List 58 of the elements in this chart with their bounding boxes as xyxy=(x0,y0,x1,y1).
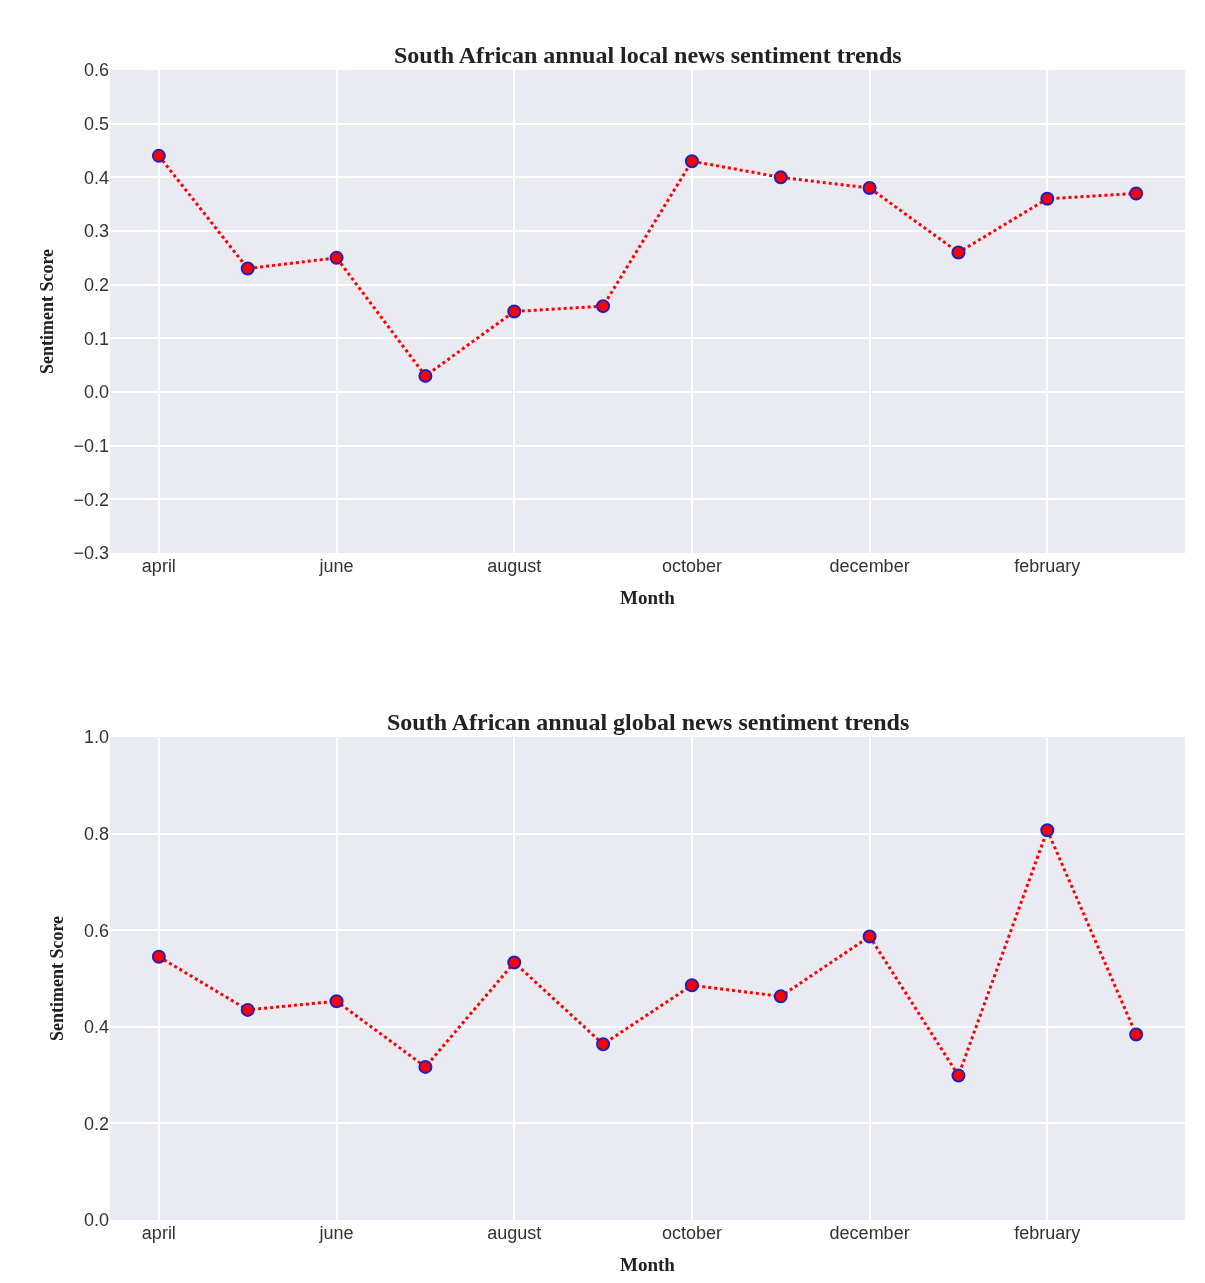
point xyxy=(951,1068,966,1083)
point xyxy=(773,170,788,185)
x-axis-title: Month xyxy=(620,1253,676,1275)
y-tick-label: 1.0 xyxy=(83,727,109,748)
point xyxy=(1129,1027,1144,1042)
y-tick-label: 0.1 xyxy=(83,328,109,349)
point xyxy=(684,154,699,169)
y-axis-title: Sentiment Score xyxy=(47,915,68,1042)
y-tick-label: 0.6 xyxy=(83,920,109,941)
point xyxy=(1040,823,1055,838)
y-tick-label: 0.8 xyxy=(83,823,109,844)
point xyxy=(684,978,699,993)
y-tick-label: 0.4 xyxy=(83,167,109,188)
x-tick-label: april xyxy=(141,556,176,576)
x-axis-title: Month xyxy=(620,586,676,608)
x-tick-label: june xyxy=(318,1223,354,1243)
y-tick-label: 0.6 xyxy=(83,60,109,81)
point xyxy=(862,181,877,196)
y-tick-label: −0.1 xyxy=(73,435,109,456)
point xyxy=(507,955,522,970)
point xyxy=(329,994,344,1009)
y-axis-title: Sentiment Score xyxy=(36,248,57,375)
y-tick-label: 0.2 xyxy=(83,1113,109,1134)
point xyxy=(418,368,433,383)
y-tick-label: 0.3 xyxy=(83,221,109,242)
y-tick-label: −0.3 xyxy=(73,543,109,564)
y-tick-label: −0.2 xyxy=(73,489,109,510)
y-tick-label: 0.0 xyxy=(83,382,109,403)
point xyxy=(418,1059,433,1074)
x-tick-label: february xyxy=(1014,1223,1081,1243)
point xyxy=(507,304,522,319)
y-tick-label: 0.0 xyxy=(83,1210,109,1231)
point xyxy=(151,148,166,163)
point xyxy=(596,299,611,314)
point xyxy=(151,949,166,964)
chart-title: South African annual global news sentiment trends xyxy=(387,709,910,735)
chart-title: South African annual local news sentiment trends xyxy=(394,42,902,68)
x-tick-label: august xyxy=(487,1223,542,1243)
y-tick-label: 0.4 xyxy=(83,1017,109,1038)
x-tick-label: december xyxy=(829,1223,910,1243)
point xyxy=(240,261,255,276)
y-tick-label: 0.5 xyxy=(83,113,109,134)
x-tick-label: october xyxy=(661,1223,722,1243)
x-tick-label: october xyxy=(661,556,722,576)
point xyxy=(773,989,788,1004)
y-tick-label: 0.2 xyxy=(83,274,109,295)
point xyxy=(596,1037,611,1052)
point xyxy=(1040,191,1055,206)
x-tick-label: april xyxy=(141,1223,176,1243)
x-tick-label: june xyxy=(318,556,354,576)
point xyxy=(1129,186,1144,201)
point xyxy=(329,250,344,265)
x-tick-label: december xyxy=(829,556,910,576)
point xyxy=(951,245,966,260)
point xyxy=(862,929,877,944)
point xyxy=(240,1002,255,1017)
x-tick-label: august xyxy=(487,556,542,576)
x-tick-label: february xyxy=(1014,556,1081,576)
